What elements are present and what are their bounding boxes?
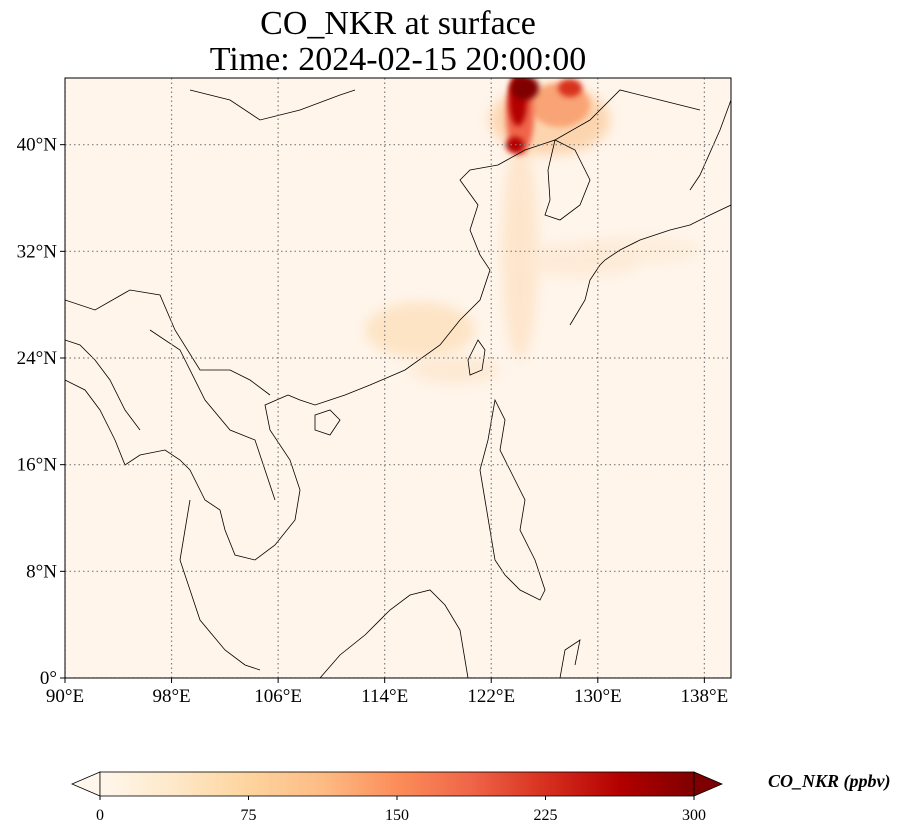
colorbar-under-arrow [70,771,101,797]
colorbar-tick-label: 225 [534,807,558,824]
colorbar-tick-label: 300 [682,807,706,824]
colorbar-tick-label: 0 [96,807,104,824]
x-tick-label: 98°E [152,686,190,707]
colorbar-ticks: 0 75 150 225 300 [96,796,706,824]
colorbar-over-arrow [693,771,724,797]
y-tick-label: 16°N [17,455,58,476]
y-tick-label: 8°N [26,561,57,582]
x-tick-label: 138°E [681,686,729,707]
map-frame [64,77,732,679]
map-content [65,78,731,678]
colorbar-label: CO_NKR (ppbv) [768,771,891,791]
x-tick-label: 114°E [361,686,408,707]
y-tick-label: 0° [40,668,57,689]
coastlines [65,89,731,678]
map-subtitle-time: Time: 2024-02-15 20:00:00 [209,41,587,78]
colorbar-gradient [100,772,694,796]
y-tick-label: 32°N [17,241,58,262]
y-tick-label: 40°N [17,135,58,156]
colorbar-tick-label: 75 [241,807,257,824]
y-tick-label: 24°N [17,348,58,369]
x-tick-label: 122°E [467,686,515,707]
map-background [65,78,731,678]
x-tick-label: 106°E [254,686,302,707]
map-title: CO_NKR at surface [260,5,536,42]
gridlines [65,78,731,678]
x-tick-label: 130°E [574,686,622,707]
y-axis: 0° 8°N 16°N 24°N 32°N 40°N [17,135,65,689]
x-axis: 90°E 98°E 106°E 114°E 122°E 130°E 138°E [46,678,728,707]
colorbar-tick-label: 150 [385,807,409,824]
colorbar: 0 75 150 225 300 [70,771,724,824]
x-tick-label: 90°E [46,686,84,707]
